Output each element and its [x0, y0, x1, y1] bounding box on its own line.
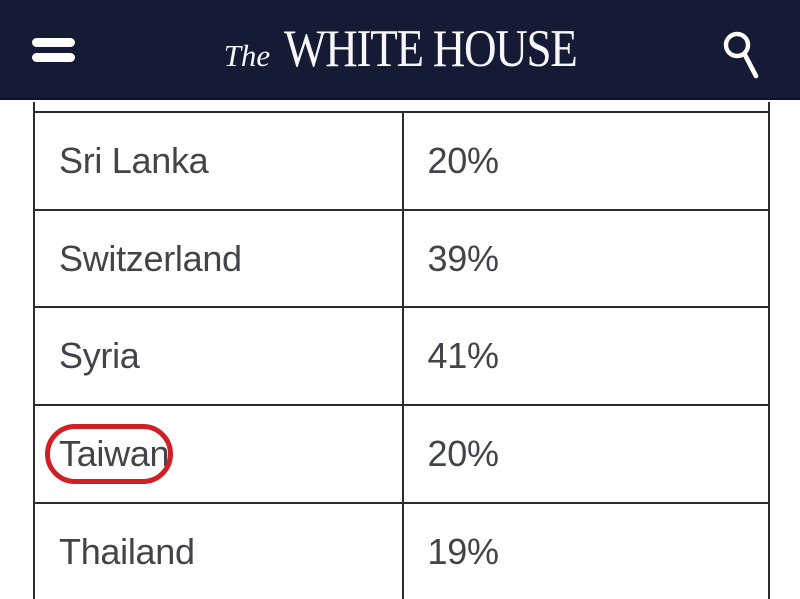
tariff-cell: 20% [401, 406, 769, 502]
search-button[interactable] [722, 30, 764, 82]
tariff-table: Sri Lanka 20% Switzerland 39% Syria 41% … [33, 102, 770, 599]
menu-icon [32, 53, 75, 62]
whitehouse-logo[interactable]: The WHITE HOUSE [0, 0, 800, 98]
site-header: The WHITE HOUSE [0, 0, 800, 100]
table-row: Sri Lanka 20% [35, 111, 768, 209]
table-row-partial [35, 102, 768, 111]
tariff-cell: 41% [401, 308, 769, 405]
brand-name: WHITE HOUSE [284, 19, 578, 78]
search-icon [723, 31, 759, 79]
table-row-taiwan: Taiwan 20% [35, 404, 768, 502]
country-cell: Syria [59, 335, 140, 377]
country-cell: Taiwan [59, 432, 170, 474]
tariff-cell: 19% [401, 503, 769, 599]
tariff-cell: 39% [401, 210, 769, 307]
country-cell: Switzerland [59, 237, 242, 279]
table-row: Switzerland 39% [35, 208, 769, 307]
table-row: Syria 41% [35, 306, 769, 405]
menu-button[interactable] [32, 38, 75, 62]
tariff-cell: 20% [401, 113, 769, 209]
country-cell: Sri Lanka [59, 139, 209, 181]
menu-icon [32, 38, 75, 47]
whitehouse-wordmark: The WHITE HOUSE [223, 19, 578, 78]
country-cell: Thailand [59, 530, 195, 572]
table-row: Thailand 19% [35, 501, 769, 599]
brand-the: The [223, 37, 271, 73]
